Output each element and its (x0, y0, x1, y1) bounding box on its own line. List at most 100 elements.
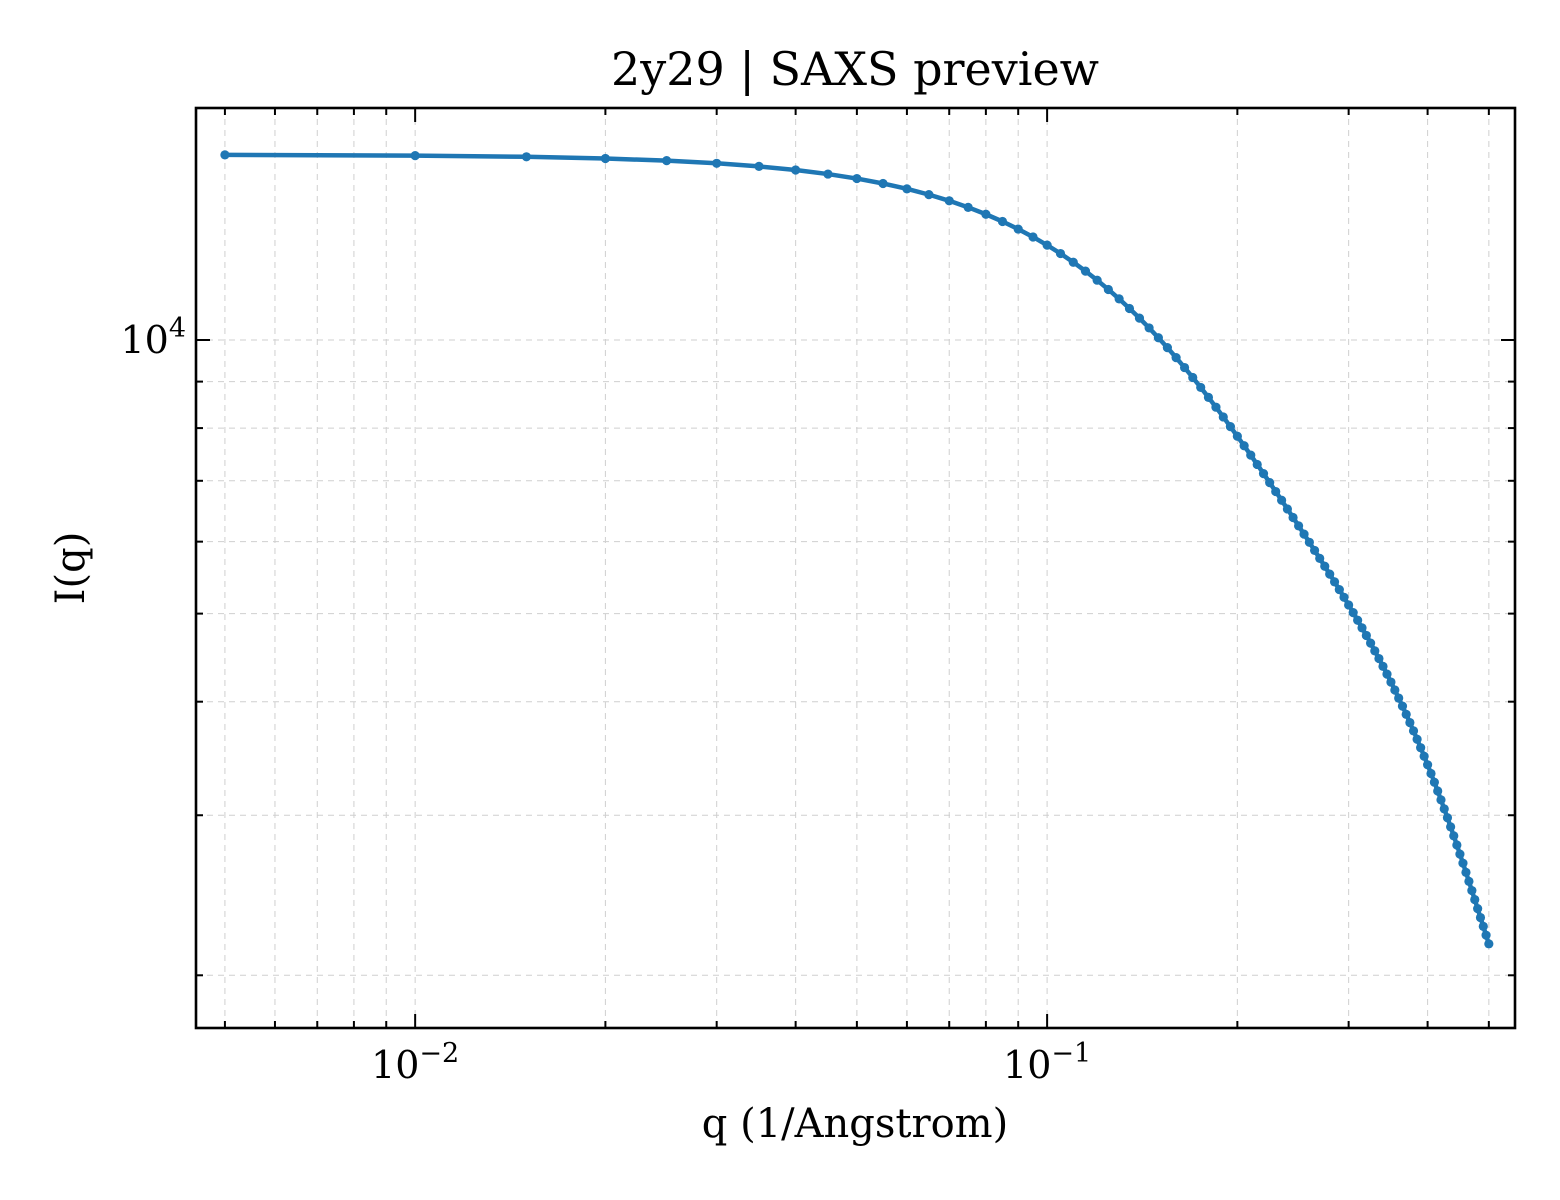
data-point (791, 165, 801, 175)
data-point (1429, 777, 1439, 787)
data-point (1171, 353, 1181, 363)
data-point (712, 158, 722, 168)
data-point (1353, 615, 1363, 625)
x-axis-label: q (1/Angstrom) (702, 1101, 1008, 1147)
data-point (1055, 248, 1066, 259)
data-point (823, 169, 833, 179)
data-point (1470, 894, 1480, 905)
data-point (1294, 521, 1304, 531)
data-point (754, 161, 764, 172)
data-point (521, 152, 532, 162)
data-point (981, 209, 991, 219)
data-point (1188, 372, 1198, 383)
data-point (1232, 431, 1242, 441)
data-point (1484, 939, 1494, 949)
ticks (196, 108, 1515, 1028)
data-point (1374, 653, 1384, 664)
data-point (1218, 412, 1228, 422)
data-point (1320, 561, 1330, 571)
data-point (410, 151, 420, 161)
tick-labels: 10−2 10−1 104 (120, 313, 1091, 1087)
data-point (1179, 362, 1190, 373)
data-point (1162, 343, 1172, 353)
data-point (1304, 537, 1314, 547)
data-point (1258, 468, 1269, 479)
data-point (1408, 726, 1419, 736)
data-point (1225, 422, 1236, 432)
data-point (1436, 795, 1446, 805)
data-point (1211, 402, 1221, 412)
data-point (1265, 478, 1275, 488)
data-point (1478, 921, 1488, 931)
data-point (1446, 822, 1456, 832)
data-point (1013, 224, 1023, 234)
data-point (1348, 607, 1358, 618)
data-point (1239, 441, 1249, 451)
data-point (1196, 382, 1206, 393)
data-point (1423, 760, 1433, 770)
data-point (852, 173, 862, 184)
data-point (600, 153, 611, 164)
data-point (1246, 450, 1256, 460)
chart-title: 2y29 | SAXS preview (611, 42, 1099, 96)
data-point (963, 202, 973, 212)
data-point (1271, 486, 1281, 497)
data-point (1366, 638, 1376, 648)
data-point (878, 178, 888, 189)
y-tick-label: 104 (120, 313, 186, 362)
data-point (1334, 584, 1344, 595)
data-point (1114, 294, 1124, 304)
plot-frame (194, 106, 1517, 1030)
data-point (1092, 275, 1102, 285)
data-point (1405, 717, 1415, 728)
data-point (924, 190, 934, 200)
data-point (1390, 685, 1400, 695)
data-point (1378, 661, 1388, 671)
data-point (1361, 630, 1371, 641)
data-point (1153, 333, 1163, 343)
data-point (1401, 709, 1411, 719)
data-point (1386, 677, 1396, 687)
data-point (220, 150, 230, 160)
data-point (1203, 392, 1214, 402)
data-point (1288, 512, 1298, 523)
series-group (220, 150, 1494, 949)
data-point (997, 216, 1008, 227)
x-tick-label: 10−1 (1003, 1038, 1091, 1087)
data-point (1464, 876, 1474, 887)
data-point (1252, 459, 1262, 470)
data-point (662, 156, 672, 166)
data-point (1382, 669, 1392, 679)
data-point (1080, 266, 1091, 276)
series-line (224, 152, 1491, 945)
data-point (1433, 786, 1443, 796)
data-point (1309, 545, 1320, 556)
data-point (1329, 577, 1340, 587)
data-point (1467, 885, 1477, 896)
data-point (1068, 257, 1078, 267)
data-point (1416, 743, 1426, 753)
data-point (1461, 867, 1471, 877)
data-point (1277, 495, 1287, 505)
data-point (944, 196, 954, 206)
data-point (1455, 849, 1465, 859)
data-point (1103, 284, 1113, 295)
x-tick-label: 10−2 (371, 1038, 459, 1087)
data-point (1357, 623, 1367, 633)
data-point (1442, 813, 1453, 823)
data-point (1028, 232, 1038, 242)
data-point (902, 184, 912, 194)
y-axis-label: I(q) (48, 532, 94, 605)
data-point (1439, 804, 1449, 814)
data-point (1344, 600, 1354, 610)
data-point (1042, 240, 1052, 250)
data-point (1144, 323, 1154, 333)
data-point (1481, 930, 1491, 940)
data-point (1458, 858, 1468, 868)
data-point (1339, 592, 1349, 602)
data-point (1452, 840, 1462, 850)
data-point (1397, 701, 1408, 711)
data-point (1473, 904, 1483, 914)
data-point (1315, 553, 1325, 563)
